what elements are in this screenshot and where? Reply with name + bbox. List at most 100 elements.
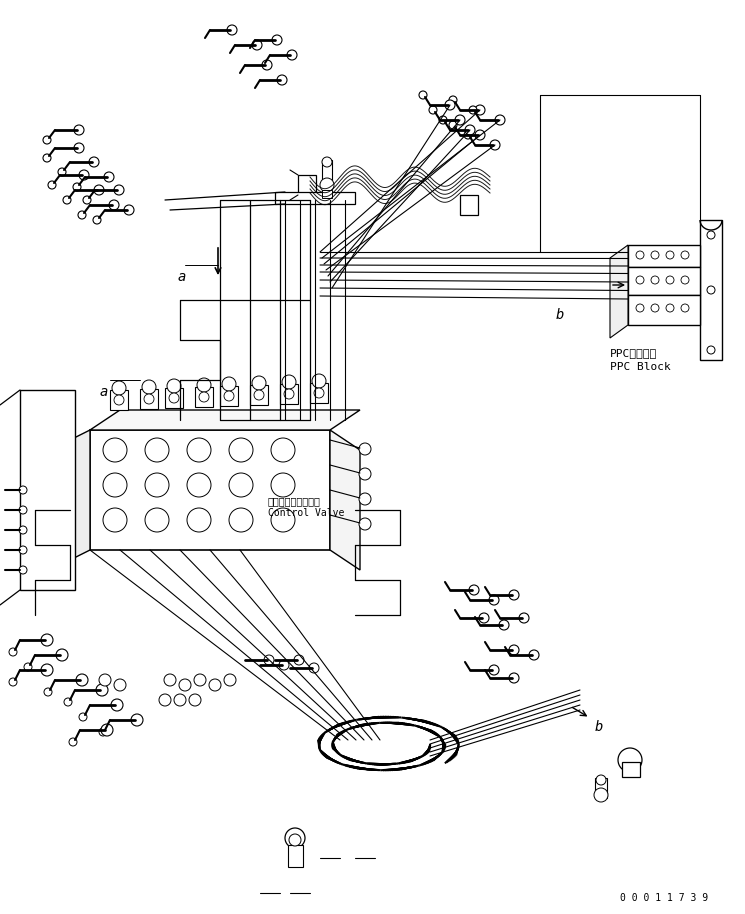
Circle shape [194,674,206,686]
Circle shape [222,377,236,391]
Polygon shape [90,410,360,430]
Polygon shape [60,430,90,565]
Circle shape [666,276,674,284]
Circle shape [322,157,332,167]
Circle shape [73,183,81,191]
Circle shape [681,251,689,259]
Circle shape [312,374,326,388]
Bar [220,386,238,406]
Circle shape [475,105,485,115]
Bar [460,195,478,215]
Circle shape [229,508,253,532]
Circle shape [41,634,53,646]
Circle shape [9,648,17,656]
Circle shape [187,508,211,532]
Circle shape [109,200,119,210]
Circle shape [99,728,107,736]
Bar [322,190,332,198]
Circle shape [509,590,519,600]
Circle shape [252,40,262,50]
Circle shape [19,526,27,534]
Circle shape [272,35,282,45]
Circle shape [43,154,51,162]
Circle shape [499,620,509,630]
Text: PPCブロック: PPCブロック [610,348,657,358]
Circle shape [309,663,319,673]
Circle shape [666,304,674,312]
Circle shape [19,566,27,574]
Circle shape [227,25,237,35]
Circle shape [58,168,66,176]
Circle shape [651,251,659,259]
Circle shape [145,508,169,532]
Circle shape [187,473,211,497]
Circle shape [131,714,143,726]
Circle shape [229,473,253,497]
Circle shape [164,674,176,686]
Circle shape [94,185,104,195]
Circle shape [114,679,126,691]
Circle shape [19,546,27,554]
Circle shape [145,438,169,462]
Circle shape [359,468,371,480]
Circle shape [76,674,88,686]
Circle shape [475,130,485,140]
Circle shape [44,688,52,696]
Circle shape [74,125,84,135]
Bar [298,175,316,195]
Circle shape [320,178,334,192]
Circle shape [681,304,689,312]
Circle shape [169,393,179,403]
Circle shape [167,379,181,393]
Circle shape [519,613,529,623]
Bar [110,390,128,410]
Circle shape [596,775,606,785]
Circle shape [271,438,295,462]
Circle shape [224,391,234,401]
Circle shape [636,304,644,312]
Circle shape [469,585,479,595]
Circle shape [651,276,659,284]
Circle shape [224,674,236,686]
Circle shape [209,679,221,691]
Circle shape [74,143,84,153]
Circle shape [651,304,659,312]
Circle shape [103,473,127,497]
Circle shape [69,738,77,746]
Bar [322,160,332,182]
Circle shape [666,251,674,259]
Circle shape [48,181,56,189]
Circle shape [594,788,608,802]
Circle shape [495,115,505,125]
Circle shape [285,828,305,848]
Circle shape [707,346,715,354]
Circle shape [93,216,101,224]
Circle shape [79,170,89,180]
Circle shape [174,694,186,706]
Circle shape [681,276,689,284]
Circle shape [707,231,715,239]
Bar [275,192,355,204]
Bar [280,384,298,404]
Circle shape [469,106,477,114]
Circle shape [63,196,71,204]
Text: 0 0 0 1 1 7 3 9: 0 0 0 1 1 7 3 9 [620,893,708,903]
Circle shape [56,649,68,661]
Bar [140,389,158,409]
Circle shape [294,655,304,665]
Polygon shape [330,430,360,570]
Circle shape [179,679,191,691]
Circle shape [618,748,642,772]
Circle shape [142,380,156,394]
Circle shape [314,388,324,398]
Circle shape [64,698,72,706]
Circle shape [479,613,489,623]
Circle shape [24,663,32,671]
Circle shape [189,694,201,706]
Circle shape [103,438,127,462]
Circle shape [636,276,644,284]
Circle shape [359,493,371,505]
Circle shape [144,394,154,404]
Text: b: b [556,308,565,322]
Circle shape [41,664,53,676]
